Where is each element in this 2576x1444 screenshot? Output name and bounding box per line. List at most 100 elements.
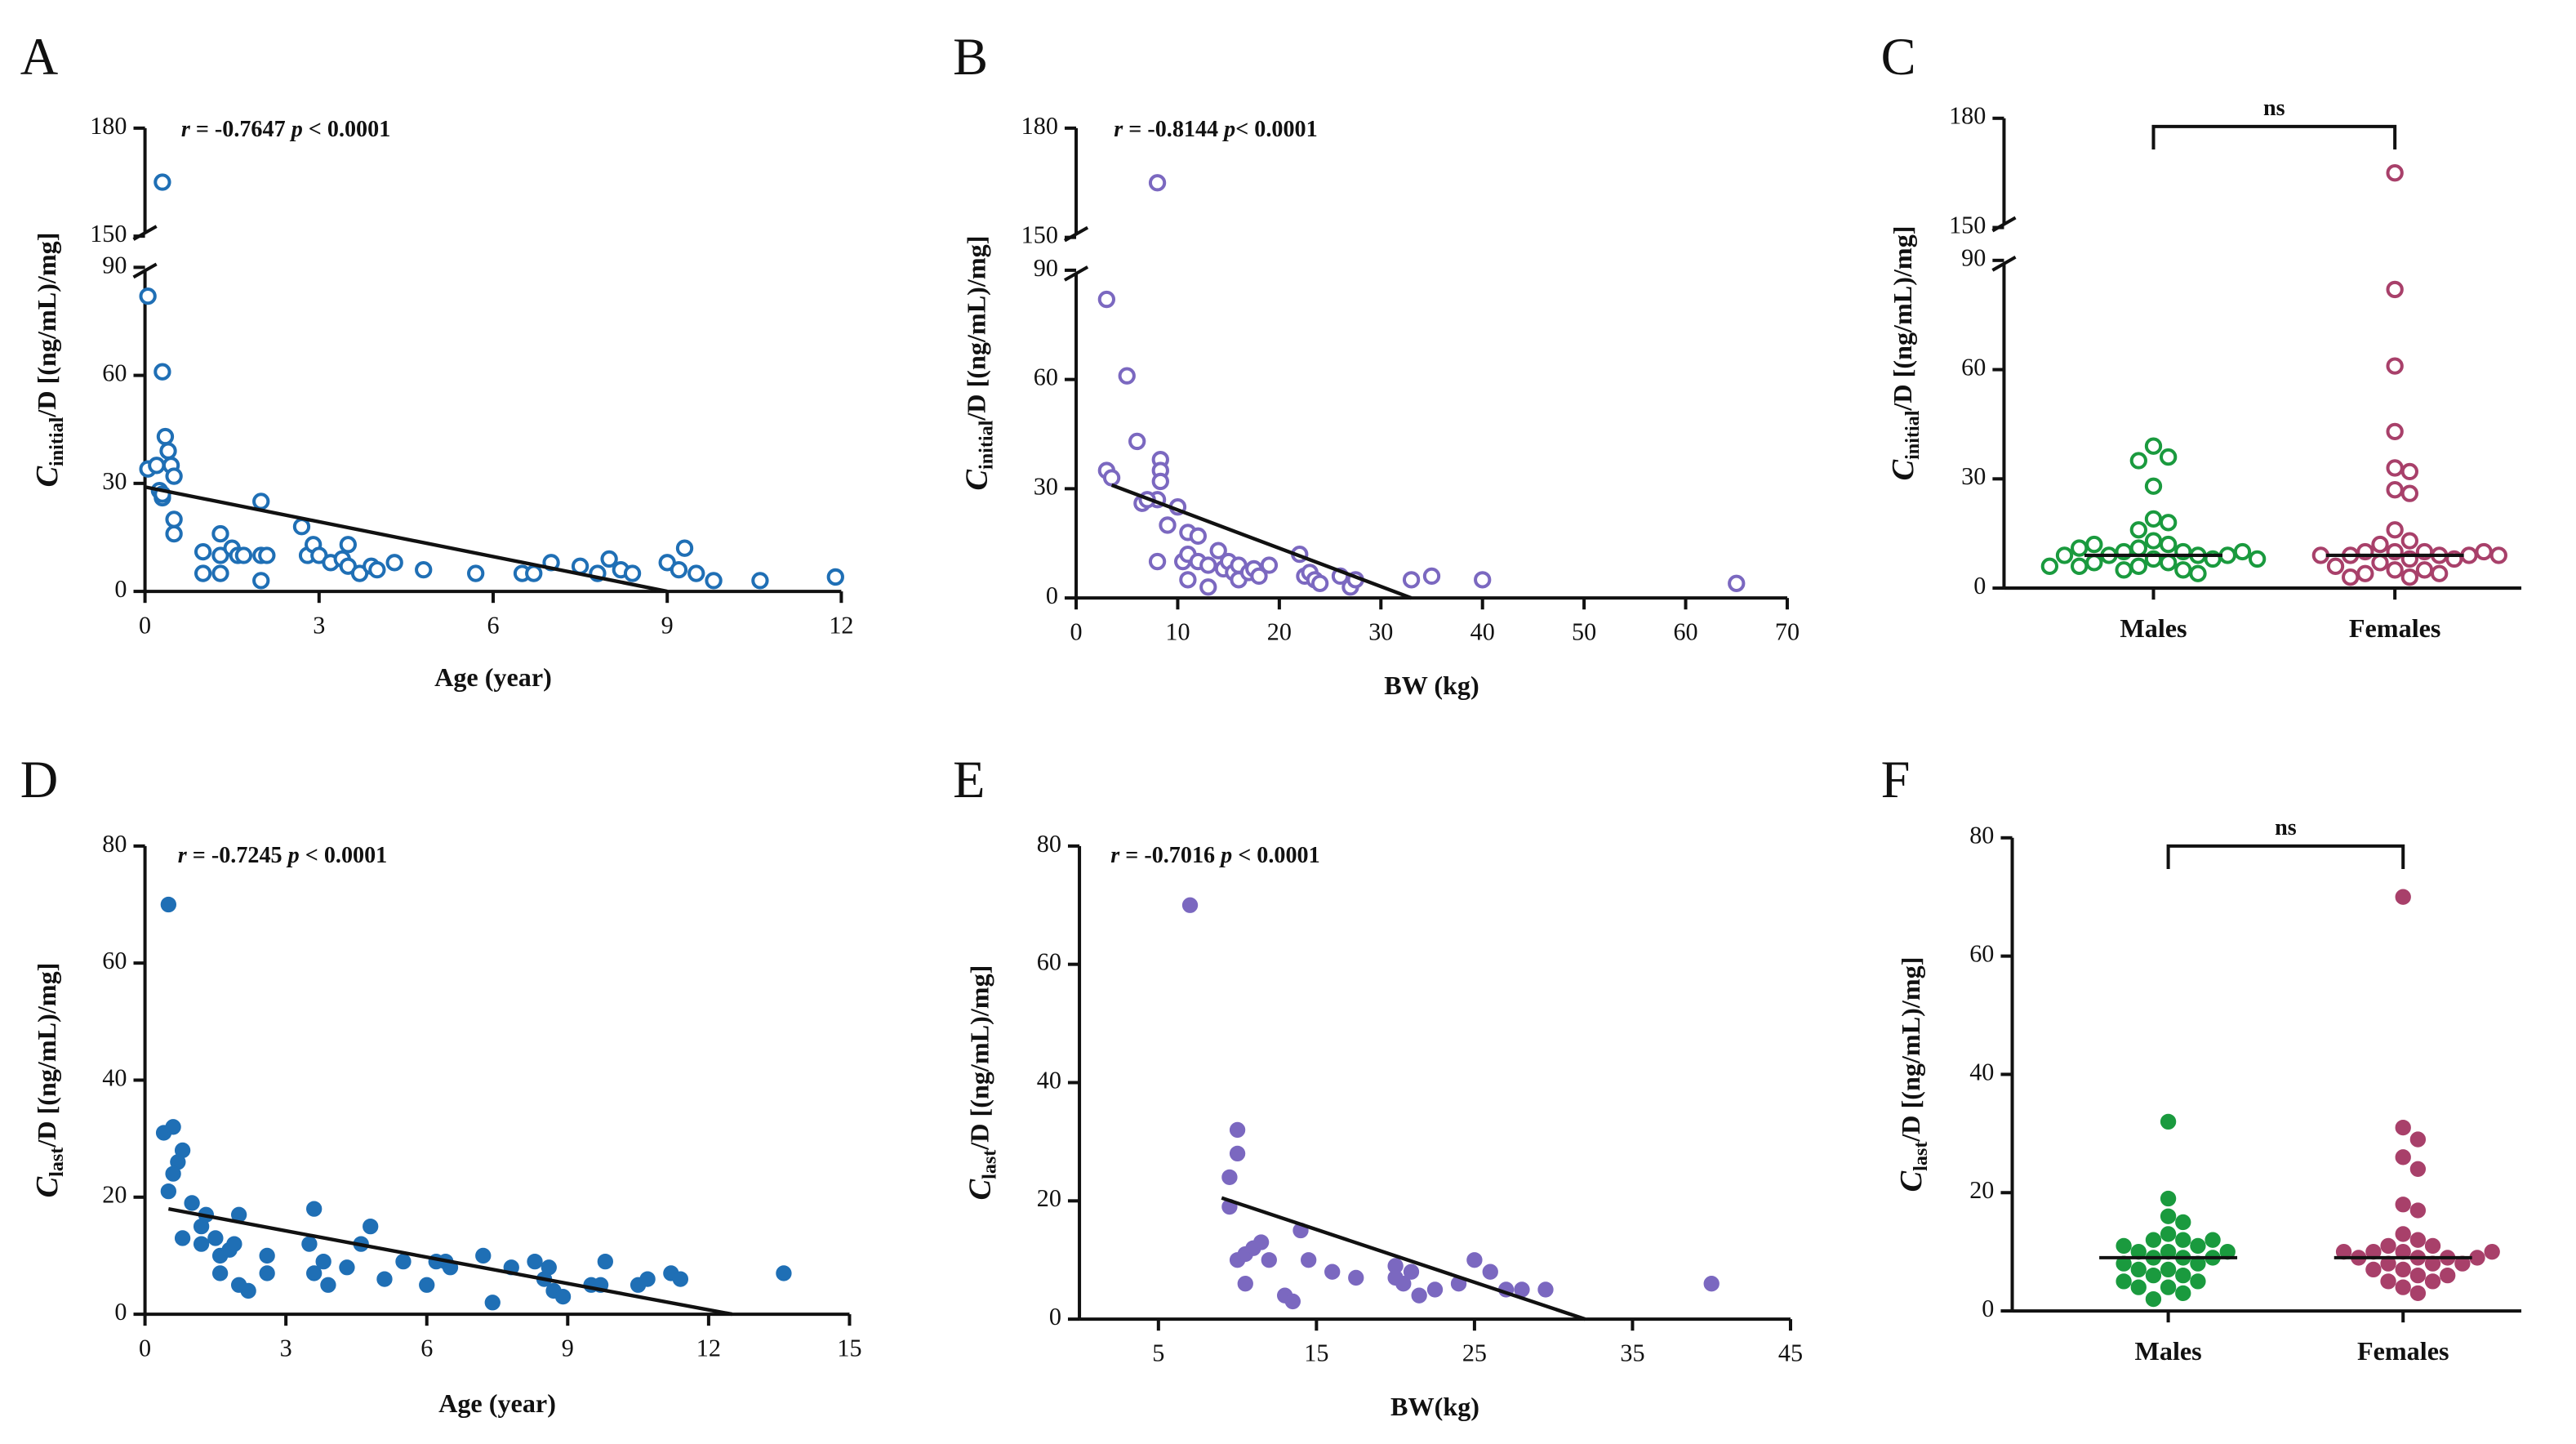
data-point [2415, 561, 2434, 579]
data-point [363, 1218, 379, 1235]
data-point [2175, 1214, 2191, 1231]
x-axis-label: Age (year) [434, 662, 552, 692]
data-point [2400, 532, 2418, 550]
data-point [2356, 564, 2374, 582]
data-point [339, 1259, 355, 1276]
data-point [1199, 556, 1217, 574]
y-axis-label-part: /D [(ng/mL)/mg] [1888, 226, 1917, 412]
data-point [2409, 1232, 2427, 1248]
data-point [1537, 1281, 1554, 1298]
x-tick-label: Females [2349, 613, 2441, 643]
y-tick-label: 0 [114, 575, 127, 603]
y-axis-label-part: C [959, 469, 994, 490]
y-tick-label: 20 [1969, 1176, 1994, 1204]
data-point [306, 1201, 323, 1217]
data-point [139, 287, 157, 305]
data-point [2159, 514, 2178, 532]
data-point [2386, 357, 2404, 375]
y-axis-label: Clast/D [(ng/mL)/mg] [30, 963, 68, 1198]
y-tick-label: 30 [102, 467, 127, 495]
data-point [252, 492, 270, 510]
data-point [2189, 564, 2207, 582]
y-axis-label: Cinitial/D [(ng/mL)/mg] [30, 233, 68, 488]
data-point [1482, 1264, 1498, 1280]
data-point [165, 1165, 181, 1182]
x-tick-label: 5 [1152, 1339, 1164, 1366]
data-point [467, 564, 485, 582]
data-point [156, 427, 175, 446]
data-point [2190, 1237, 2206, 1255]
data-point [687, 564, 705, 582]
data-point [258, 546, 276, 564]
data-point [1151, 472, 1169, 491]
data-point [2175, 1285, 2191, 1302]
data-point [2400, 484, 2418, 502]
y-axis-label-part: initial [975, 420, 997, 470]
data-point [2160, 1113, 2177, 1130]
data-point [672, 1271, 689, 1287]
y-axis-label-part: initial [1901, 410, 1923, 460]
data-point [2190, 1273, 2206, 1290]
data-point [160, 896, 176, 913]
data-point [2115, 561, 2133, 579]
data-point [194, 564, 212, 582]
data-point [1148, 552, 1167, 571]
data-point [2409, 1161, 2427, 1177]
y-tick-label: 90 [1961, 244, 1986, 272]
data-point [2145, 1267, 2162, 1284]
x-tick-label: 25 [1462, 1339, 1487, 1366]
data-point [2129, 557, 2147, 575]
data-point [315, 1253, 331, 1270]
data-point [292, 518, 311, 536]
annotation-part: p [1219, 843, 1232, 868]
y-axis-label-part: last [978, 1150, 1000, 1179]
x-tick-label: 0 [139, 611, 151, 639]
annotation-part: p [290, 117, 303, 142]
data-point [2400, 462, 2418, 481]
data-point [2160, 1190, 2177, 1207]
data-point [2409, 1267, 2427, 1284]
y-tick-label: 80 [1037, 830, 1061, 858]
data-point [2395, 1149, 2411, 1165]
data-point [1189, 527, 1207, 546]
data-point [1229, 1121, 1246, 1139]
y-tick-label: 90 [1034, 254, 1058, 282]
data-point [1229, 1145, 1246, 1162]
annotation-part: = -0.7245 [187, 843, 288, 868]
axis-break [132, 262, 158, 279]
trend-line [1221, 1196, 1586, 1321]
data-point [234, 546, 253, 564]
data-point [2342, 568, 2360, 586]
data-point [2489, 546, 2507, 564]
significance-bracket [2166, 844, 2405, 870]
data-point [306, 1265, 323, 1281]
data-point [1426, 1281, 1444, 1298]
data-point [2085, 535, 2103, 554]
data-point [252, 572, 270, 590]
y-axis-label-part: C [963, 1179, 997, 1200]
y-axis-label-part: initial [46, 417, 68, 466]
data-point [2145, 1232, 2162, 1248]
x-tick-label: 9 [661, 611, 674, 639]
data-point [1199, 578, 1217, 596]
data-point [368, 560, 386, 579]
y-tick-label: 60 [1037, 948, 1061, 976]
data-point [2160, 1208, 2177, 1224]
annotation-part: < 0.0001 [1232, 843, 1320, 868]
annotation-part: = -0.8144 [1123, 117, 1224, 142]
data-point [153, 363, 171, 381]
data-point [2174, 561, 2192, 579]
data-point [2409, 1285, 2427, 1302]
x-tick-label: 15 [1304, 1339, 1328, 1366]
x-tick-label: Females [2357, 1336, 2449, 1366]
data-point [2159, 448, 2178, 466]
y-tick-label: 60 [1034, 363, 1058, 391]
data-point [2395, 1279, 2411, 1295]
x-axis-label: BW (kg) [1384, 671, 1479, 700]
data-point [597, 1253, 613, 1270]
data-point [623, 564, 642, 582]
x-tick-label: 9 [562, 1334, 574, 1362]
trend-line [1110, 483, 1413, 600]
data-point [1387, 1269, 1404, 1286]
data-point [1148, 174, 1167, 192]
